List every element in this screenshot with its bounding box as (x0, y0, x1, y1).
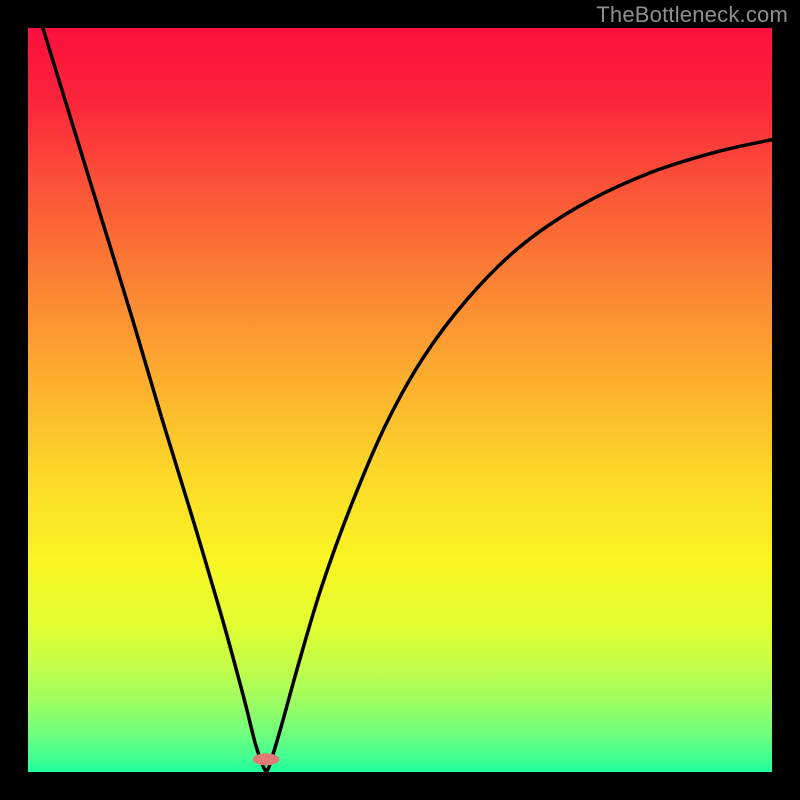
watermark: TheBottleneck.com (596, 2, 788, 28)
valley-marker (253, 753, 280, 765)
chart-frame: TheBottleneck.com (0, 0, 800, 800)
plot-area (28, 28, 772, 772)
plot-svg (28, 28, 772, 772)
